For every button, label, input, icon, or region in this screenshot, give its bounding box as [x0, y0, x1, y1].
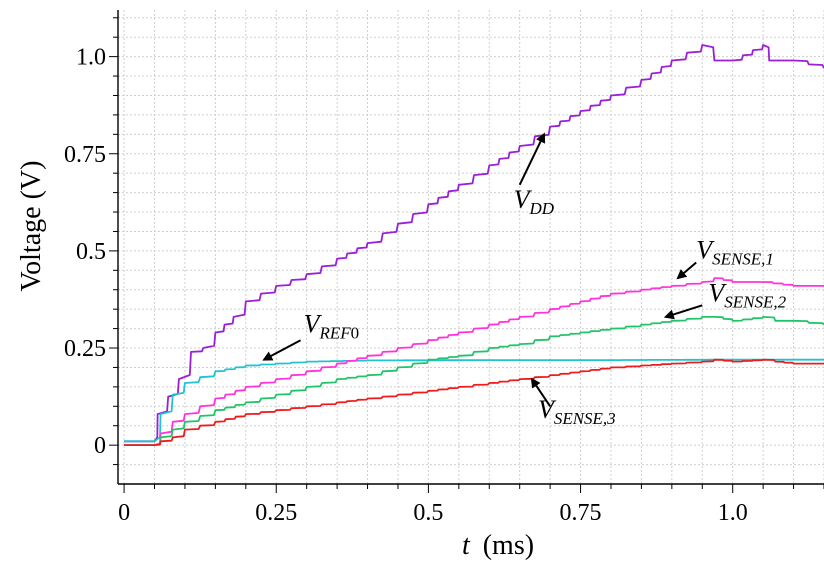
annotation-arrow-vref0	[262, 339, 302, 361]
axes	[109, 10, 824, 493]
series-line-vref0	[124, 358, 824, 443]
series-group	[124, 44, 824, 446]
annotation-subscript: SENSE,2	[724, 292, 786, 311]
annotation-arrow-vsense1	[676, 261, 697, 280]
x-tick-label: 0.5	[413, 500, 443, 526]
annotation-arrow-vsense3	[530, 377, 551, 407]
y-tick-label: 0.25	[64, 336, 106, 362]
annotation-label-vsense3: VSENSE,3	[538, 395, 616, 428]
annotation-main: V	[304, 309, 323, 338]
x-tick-label: 0.25	[255, 500, 297, 526]
series-line-vsense-1	[124, 277, 824, 446]
annotation-subscript-tail: 0	[351, 323, 360, 342]
annotation-label-vsense1: VSENSE,1	[696, 236, 774, 269]
annotation-label-vsense2: VSENSE,2	[708, 278, 786, 311]
x-axis-var: t	[462, 530, 471, 561]
grid	[118, 10, 824, 484]
tick-labels: 0 0.25 0.5 0.75 1.0 0 0.25 0.5 0.75 1.0	[64, 45, 748, 526]
x-tick-label: 0.75	[560, 500, 602, 526]
series-line-vdd	[124, 44, 824, 443]
annotation-arrow-vdd	[518, 132, 546, 186]
series-line-vsense-3	[124, 358, 824, 446]
y-tick-label: 0.75	[64, 142, 106, 168]
x-axis-title: t (ms)	[462, 530, 534, 561]
annotation-arrow-vsense2	[663, 304, 703, 320]
y-tick-label: 1.0	[76, 45, 106, 71]
annotation-label-vdd: VDD	[514, 185, 555, 218]
y-tick-label: 0.5	[76, 239, 106, 265]
series-line-vsense-2	[124, 316, 824, 446]
x-tick-label: 0	[118, 500, 130, 526]
y-axis-title: Voltage (V)	[16, 161, 47, 292]
x-axis-unit: (ms)	[483, 530, 534, 561]
y-tick-label: 0	[94, 433, 106, 459]
annotation-main: V	[514, 185, 533, 214]
annotation-label-vref0: VREF0	[304, 309, 360, 342]
annotation-subscript: REF	[319, 323, 352, 342]
annotation-subscript: SENSE,3	[554, 409, 616, 428]
annotation-subscript: SENSE,1	[712, 250, 774, 269]
annotation-main: V	[708, 278, 727, 307]
x-tick-label: 1.0	[718, 500, 748, 526]
annotation-main: V	[538, 395, 557, 424]
annotation-main: V	[696, 236, 715, 265]
annotation-subscript: DD	[528, 199, 554, 218]
